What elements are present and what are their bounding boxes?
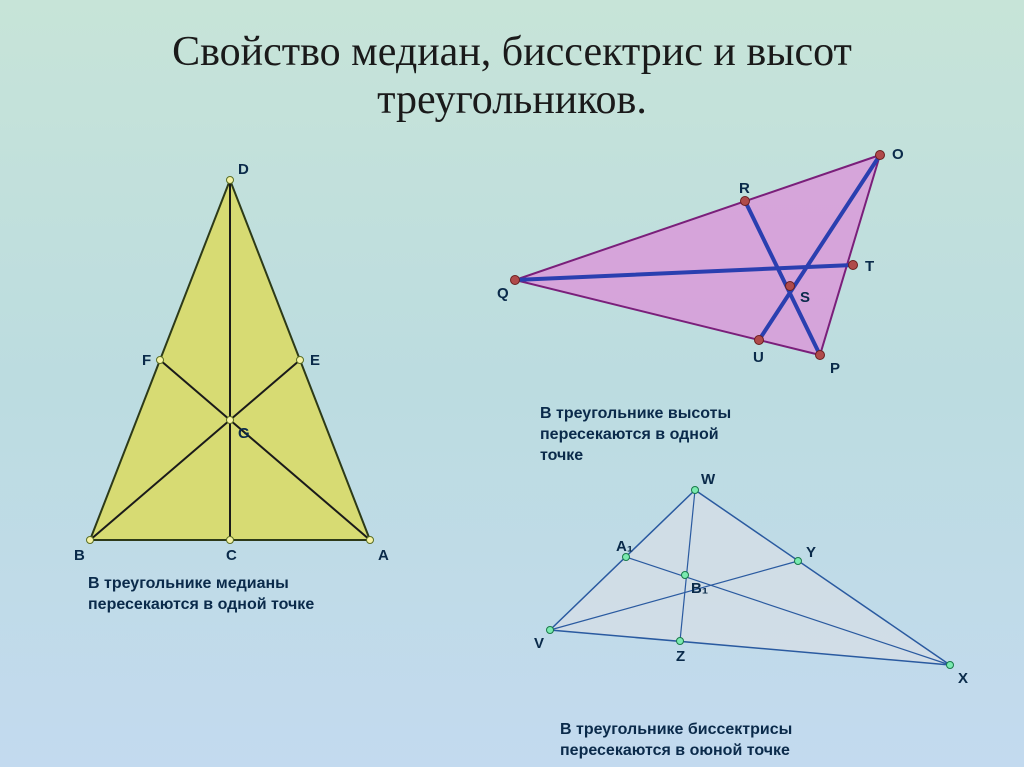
svg-text:X: X — [958, 670, 968, 687]
svg-text:A₁: A₁ — [616, 538, 633, 555]
svg-text:R: R — [739, 180, 750, 197]
svg-text:C: C — [226, 547, 237, 564]
svg-text:Q: Q — [497, 285, 509, 302]
svg-text:Z: Z — [676, 648, 685, 665]
svg-text:T: T — [865, 258, 874, 275]
svg-text:G: G — [238, 425, 250, 442]
altitudes-diagram: O Q P R T U S — [500, 140, 930, 390]
slide: Свойство медиан, биссектрис и высот треу… — [0, 0, 1024, 767]
medians-diagram: DBAFECG — [70, 170, 390, 570]
svg-text:Y: Y — [806, 544, 816, 561]
svg-text:W: W — [701, 471, 716, 488]
bisectors-diagram: WVXYZA₁B₁ — [520, 480, 990, 710]
svg-text:F: F — [142, 352, 151, 369]
svg-text:E: E — [310, 352, 320, 369]
svg-text:O: O — [892, 146, 904, 163]
svg-text:A: A — [378, 547, 389, 564]
svg-text:D: D — [238, 161, 249, 178]
medians-caption: В треугольнике медианыпересекаются в одн… — [88, 574, 314, 616]
altitudes-caption: В треугольнике высотыпересекаются в одно… — [540, 404, 731, 466]
svg-text:V: V — [534, 635, 544, 652]
bisectors-caption: В треугольнике биссектрисыпересекаются в… — [560, 720, 792, 762]
svg-text:U: U — [753, 349, 764, 366]
title-line1: Свойство медиан, биссектрис и высот — [172, 29, 852, 75]
svg-text:S: S — [800, 289, 810, 306]
title-line2: треугольников. — [377, 77, 647, 123]
svg-text:B: B — [74, 547, 85, 564]
slide-title: Свойство медиан, биссектрис и высот треу… — [0, 28, 1024, 125]
svg-text:P: P — [830, 360, 840, 377]
svg-text:B₁: B₁ — [691, 580, 708, 597]
